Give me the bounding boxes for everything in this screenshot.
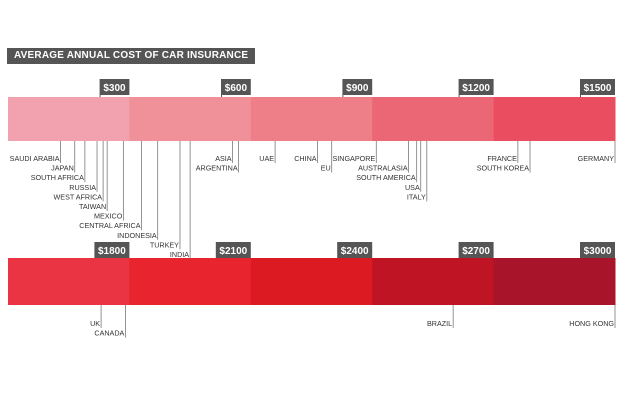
band-2-segment-1 — [8, 258, 130, 305]
country-label-saudi-arabia: SAUDI ARABIA — [10, 154, 60, 163]
tick-box-900 — [342, 79, 373, 95]
tick-label-3000: $3000 — [584, 246, 612, 257]
country-label-west-africa: WEST AFRICA — [54, 192, 103, 201]
country-label-taiwan: TAIWAN — [79, 202, 106, 211]
band-1-segment-5 — [493, 97, 616, 141]
band-2-segment-5 — [493, 258, 616, 305]
tick-label-1200: $1200 — [462, 83, 490, 94]
country-label-singapore: SINGAPORE — [332, 154, 375, 163]
country-label-turkey: TURKEY — [150, 240, 179, 249]
tick-label-900: $900 — [346, 83, 369, 94]
tick-box-600 — [221, 79, 251, 95]
tick-label-2100: $2100 — [219, 246, 247, 257]
country-label-south-america: SOUTH AMERICA — [356, 173, 416, 182]
chart-title: AVERAGE ANNUAL COST OF CAR INSURANCE — [7, 48, 256, 64]
country-label-south-korea: SOUTH KOREA — [477, 164, 530, 173]
band-1-segment-4 — [372, 97, 495, 141]
country-label-asia: ASIA — [215, 154, 232, 163]
country-label-usa: USA — [405, 183, 420, 192]
tick-label-1500: $1500 — [584, 83, 612, 94]
country-label-france: FRANCE — [487, 154, 517, 163]
tick-box-1200 — [458, 79, 494, 95]
tick-label-600: $600 — [225, 83, 248, 94]
tick-label-2400: $2400 — [341, 246, 369, 257]
tick-box-1500 — [580, 79, 615, 95]
tick-label-1800: $1800 — [98, 246, 126, 257]
country-label-mexico: MEXICO — [94, 212, 123, 221]
country-label-uk: UK — [90, 319, 100, 328]
band-1-segment-3 — [250, 97, 373, 141]
tick-label-2700: $2700 — [462, 246, 490, 257]
band-1-segment-2 — [129, 97, 252, 141]
country-label-italy: ITALY — [407, 192, 426, 201]
country-label-india: INDIA — [170, 250, 189, 259]
country-label-brazil: BRAZIL — [427, 319, 452, 328]
band-2-segment-2 — [129, 258, 252, 305]
country-label-canada: CANADA — [94, 329, 124, 338]
band-2-segment-3 — [250, 258, 373, 305]
country-label-japan: JAPAN — [51, 164, 74, 173]
tick-box-1800 — [94, 242, 130, 258]
country-label-argentina: ARGENTINA — [196, 164, 238, 173]
band-1-segment-1 — [8, 97, 130, 141]
tick-box-3000 — [580, 242, 615, 258]
country-label-russia: RUSSIA — [69, 183, 96, 192]
country-label-uae: UAE — [259, 154, 274, 163]
country-label-central-africa: CENTRAL AFRICA — [79, 221, 140, 230]
country-label-australasia: AUSTRALASIA — [358, 164, 408, 173]
band-2-segment-4 — [372, 258, 495, 305]
country-label-eu: EU — [321, 164, 331, 173]
tick-box-2700 — [458, 242, 494, 258]
tick-box-2400 — [337, 242, 373, 258]
tick-box-2100 — [215, 242, 251, 258]
tick-box-300 — [99, 79, 130, 95]
country-label-germany: GERMANY — [578, 154, 615, 163]
country-label-indonesia: INDONESIA — [117, 231, 157, 240]
country-label-south-africa: SOUTH AFRICA — [31, 173, 84, 182]
tick-label-300: $300 — [103, 83, 126, 94]
country-label-china: CHINA — [294, 154, 317, 163]
country-label-hong-kong: HONG KONG — [569, 319, 614, 328]
